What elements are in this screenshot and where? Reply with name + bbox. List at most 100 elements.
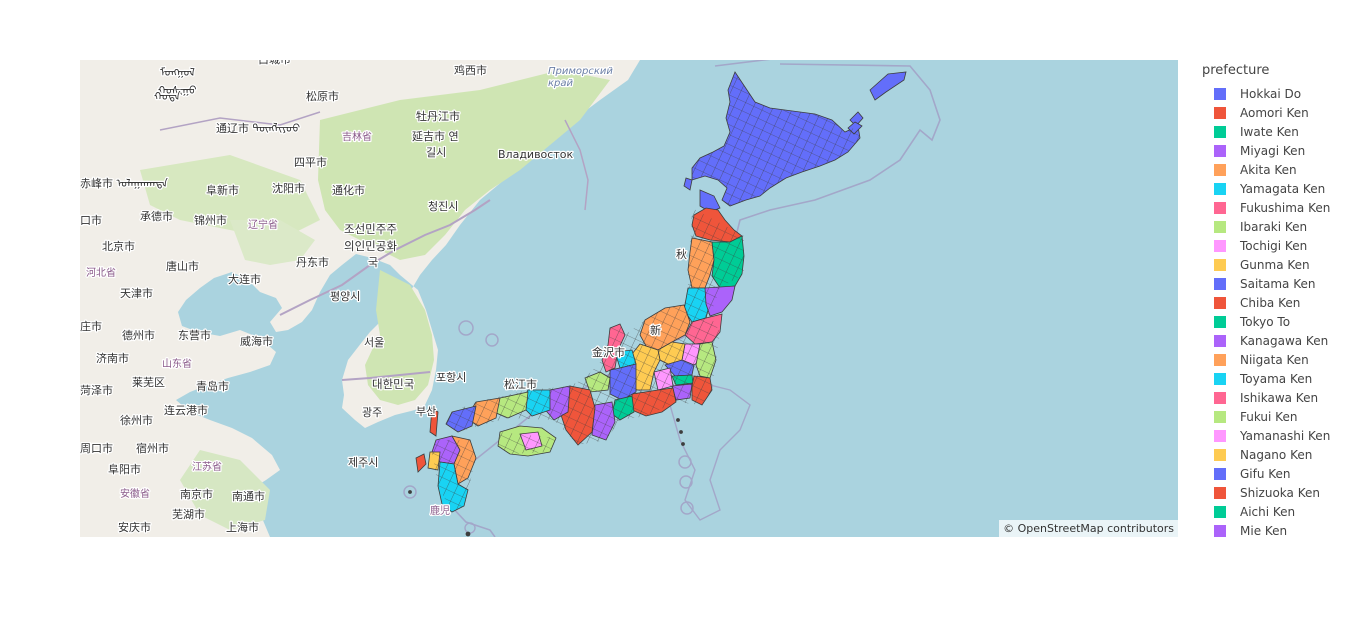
legend-swatch <box>1214 467 1226 480</box>
legend-swatch <box>1214 220 1226 233</box>
legend-swatch <box>1214 334 1226 347</box>
legend-label: Tokyo To <box>1240 314 1291 329</box>
map-label: 莱芜区 <box>132 375 165 389</box>
legend-swatch <box>1214 258 1226 271</box>
legend-swatch <box>1214 505 1226 518</box>
legend-item[interactable]: Toyama Ken <box>1202 369 1350 388</box>
map-label: 通化市 <box>332 183 365 197</box>
map-label: 松原市 <box>306 89 339 103</box>
legend-label: Miyagi Ken <box>1240 143 1306 158</box>
map-label: Приморский край <box>548 66 613 89</box>
legend-label: Nagano Ken <box>1240 447 1313 462</box>
legend-item[interactable]: Miyagi Ken <box>1202 141 1350 160</box>
map-label: 青岛市 <box>196 379 229 393</box>
map-label: 鹿児 <box>430 504 450 517</box>
legend-item[interactable]: Ishikawa Ken <box>1202 388 1350 407</box>
map-label: 锦州市 <box>194 213 227 227</box>
legend-item[interactable]: Aichi Ken <box>1202 502 1350 521</box>
legend-swatch <box>1214 182 1226 195</box>
map-label: 서울 <box>364 336 384 349</box>
map-label: 徐州市 <box>120 413 153 427</box>
legend-item[interactable]: Niigata Ken <box>1202 350 1350 369</box>
legend-item[interactable]: Yamagata Ken <box>1202 179 1350 198</box>
country-border <box>341 371 431 381</box>
legend-item[interactable]: Fukui Ken <box>1202 407 1350 426</box>
map-label: 沈阳市 <box>272 181 305 195</box>
legend-item[interactable]: Fukushima Ken <box>1202 198 1350 217</box>
legend-item[interactable]: Hokkai Do <box>1202 84 1350 103</box>
legend-item[interactable]: Yamanashi Ken <box>1202 426 1350 445</box>
map-label: 庄市 <box>80 319 102 333</box>
legend-item[interactable]: Iwate Ken <box>1202 122 1350 141</box>
forest-area <box>230 220 315 265</box>
legend-swatch <box>1214 163 1226 176</box>
island <box>676 418 680 422</box>
map-label: 의인민공화 <box>344 239 397 253</box>
map-label: ᠬᠣᠰᠢᠭᠣ <box>158 84 197 97</box>
legend-item[interactable]: Akita Ken <box>1202 160 1350 179</box>
map-label: 河北省 <box>86 266 116 279</box>
legend-label: Mie Ken <box>1240 523 1288 538</box>
legend-label: Aichi Ken <box>1240 504 1296 519</box>
map-label: 延吉市 연 <box>412 129 459 143</box>
map-label: 安徽省 <box>120 487 150 500</box>
legend-item[interactable]: Chiba Ken <box>1202 293 1350 312</box>
legend-label: Niigata Ken <box>1240 352 1309 367</box>
legend-label: Ishikawa Ken <box>1240 390 1319 405</box>
island-boundary <box>679 475 693 489</box>
legend-swatch <box>1214 201 1226 214</box>
map-attribution[interactable]: © OpenStreetMap contributors <box>999 520 1178 537</box>
map-label: 菏泽市 <box>80 383 113 397</box>
map-label: 济南市 <box>96 351 129 365</box>
map-label: 阜新市 <box>206 183 239 197</box>
region-kyushu[interactable] <box>415 453 427 473</box>
map-label: ᠬᠣᠲᠠ <box>154 90 181 103</box>
map-label: 길시 <box>426 146 446 159</box>
legend-label: Chiba Ken <box>1240 295 1301 310</box>
legend-swatch <box>1214 144 1226 157</box>
legend-item[interactable]: Kanagawa Ken <box>1202 331 1350 350</box>
map-label: 北京市 <box>102 239 135 253</box>
legend-swatch <box>1214 448 1226 461</box>
legend-item[interactable]: Saitama Ken <box>1202 274 1350 293</box>
region-hokkai-do[interactable] <box>683 177 693 191</box>
map-label: 吉林省 <box>342 130 372 143</box>
island-boundary <box>680 501 694 515</box>
legend-item[interactable]: Shizuoka Ken <box>1202 483 1350 502</box>
map-label: 山东省 <box>162 357 192 370</box>
island <box>679 430 683 434</box>
map-label: 赤峰市 ᠤᠯᠠᠭᠠᠨᠬᠠᠳᠠ <box>80 176 168 190</box>
map-label: 东营市 <box>178 328 211 342</box>
map-label: 秋 <box>676 247 687 261</box>
legend-label: Fukushima Ken <box>1240 200 1331 215</box>
map-label: 광주 <box>362 406 382 419</box>
forest-area <box>365 270 434 405</box>
map-label: 通辽市 ᠲᠦᠩᠯᠢᠶᠣᠣ <box>216 121 300 135</box>
legend-item[interactable]: Tokyo To <box>1202 312 1350 331</box>
legend-item[interactable]: Gunma Ken <box>1202 255 1350 274</box>
legend-item[interactable]: Tochigi Ken <box>1202 236 1350 255</box>
map-label: 口市 <box>80 213 102 227</box>
map-label: 조선민주주 <box>344 222 397 236</box>
legend-item[interactable]: Aomori Ken <box>1202 103 1350 122</box>
map-label: 부산 <box>416 405 436 418</box>
map-label: 청진시 <box>428 200 458 213</box>
country-border <box>279 199 491 316</box>
legend-swatch <box>1214 372 1226 385</box>
legend-swatch <box>1214 429 1226 442</box>
legend-item[interactable]: Gifu Ken <box>1202 464 1350 483</box>
island-boundary <box>403 485 417 499</box>
region-hokkai-do[interactable] <box>869 71 907 101</box>
legend-item[interactable]: Nagano Ken <box>1202 445 1350 464</box>
legend-item[interactable]: Mie Ken <box>1202 521 1350 540</box>
legend: prefecture Hokkai Do Aomori Ken Iwate Ken M… <box>1202 63 1350 540</box>
map-label: 新 <box>650 323 661 337</box>
island <box>408 490 412 494</box>
legend-swatch <box>1214 353 1226 366</box>
legend-swatch <box>1214 524 1226 537</box>
legend-item[interactable]: Ibaraki Ken <box>1202 217 1350 236</box>
map-label: ᠮᠣᠩᠭᠣᠯ <box>160 66 195 79</box>
legend-label: Aomori Ken <box>1240 105 1309 120</box>
